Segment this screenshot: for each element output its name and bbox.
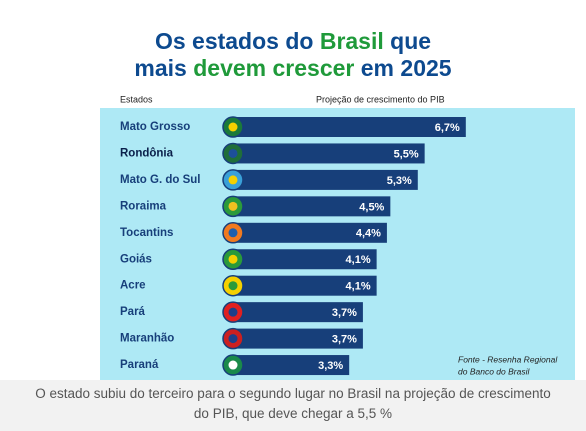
flag-emblem (228, 175, 238, 185)
value-label: 4,4% (356, 228, 381, 240)
value-label: 5,3% (387, 175, 412, 187)
category-label: Rondônia (120, 147, 174, 159)
caption: O estado subiu do terceiro para o segund… (0, 380, 586, 431)
title-segment: mais (134, 55, 193, 81)
category-label: Pará (120, 306, 146, 318)
title-segment: Brasil (320, 28, 384, 54)
bar (236, 275, 377, 296)
value-label: 5,5% (394, 148, 419, 160)
flag-emblem (228, 201, 238, 211)
category-label: Mato Grosso (120, 121, 190, 133)
bar (236, 302, 363, 323)
value-label: 4,1% (346, 254, 371, 266)
title-segment: que (384, 28, 431, 54)
value-label: 3,3% (318, 360, 343, 372)
category-label: Paraná (120, 359, 159, 371)
category-label: Tocantins (120, 227, 173, 239)
bar (236, 169, 418, 190)
category-label: Goiás (120, 253, 152, 265)
bar (236, 328, 363, 349)
flag-emblem (228, 334, 238, 344)
category-label: Acre (120, 280, 146, 292)
flag-emblem (228, 307, 238, 317)
category-label: Maranhão (120, 333, 174, 345)
chart-title: Os estados do Brasil que (155, 28, 431, 54)
flag-emblem (228, 360, 238, 370)
title-segment: devem crescer (193, 55, 354, 81)
source: do Banco do Brasil (458, 366, 530, 376)
bar (236, 143, 425, 164)
chart: Estados Projeção de crescimento do PIB F… (100, 28, 575, 380)
caption-line: do PIB, que deve chegar a 5,5 % (193, 406, 393, 421)
value-label: 3,7% (332, 307, 357, 319)
value-header: Projeção de crescimento do PIB (316, 94, 445, 104)
bar (236, 355, 350, 376)
flag-emblem (228, 122, 238, 132)
bar (236, 222, 387, 243)
title-segment: Os estados do (155, 28, 320, 54)
flag-emblem (228, 228, 238, 238)
category-header: Estados (120, 94, 153, 104)
value-label: 4,1% (346, 281, 371, 293)
category-label: Mato G. do Sul (120, 174, 201, 186)
title-segment: em 2025 (354, 55, 451, 81)
chart-title: mais devem crescer em 2025 (134, 55, 451, 81)
flag-emblem (228, 281, 238, 291)
category-label: Roraima (120, 200, 167, 212)
value-label: 6,7% (435, 122, 460, 134)
bar (236, 117, 466, 137)
caption-line: O estado subiu do terceiro para o segund… (35, 386, 551, 401)
source: Fonte - Resenha Regional (458, 354, 558, 364)
bar (236, 196, 391, 217)
value-label: 4,5% (359, 201, 384, 213)
flag-emblem (228, 254, 238, 264)
flag-emblem (228, 148, 238, 158)
bar (236, 249, 377, 270)
value-label: 3,7% (332, 334, 357, 346)
